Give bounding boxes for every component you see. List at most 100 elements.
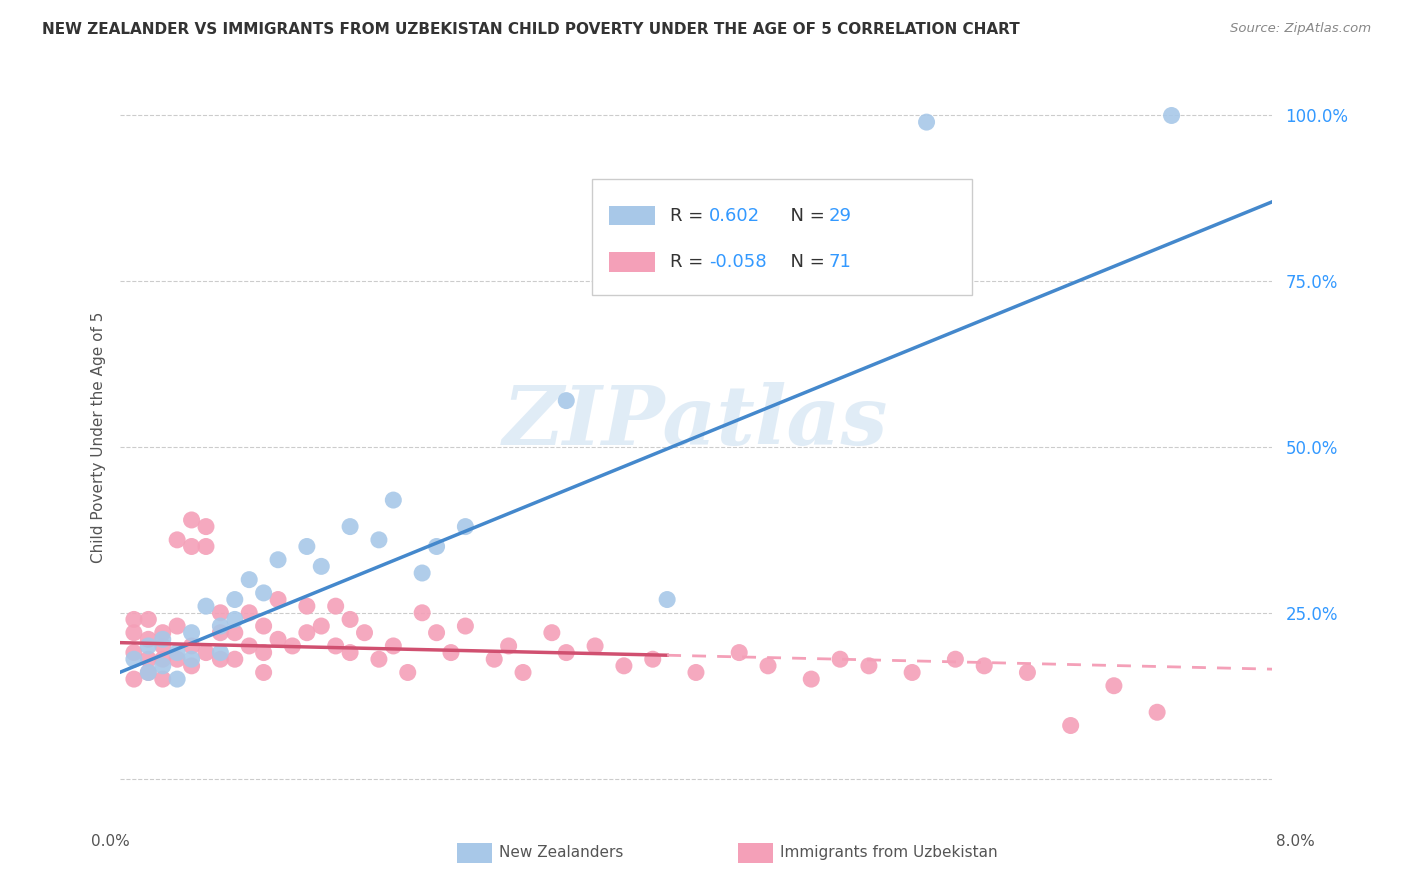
Point bbox=[484, 652, 506, 666]
Point bbox=[253, 586, 276, 600]
Point bbox=[540, 625, 562, 640]
Point bbox=[138, 639, 160, 653]
Point bbox=[194, 599, 218, 614]
Point bbox=[180, 513, 202, 527]
Point bbox=[138, 665, 160, 680]
Point bbox=[325, 639, 347, 653]
Point bbox=[224, 592, 246, 607]
Point bbox=[1146, 705, 1168, 719]
Text: N =: N = bbox=[779, 207, 831, 225]
Point bbox=[122, 625, 145, 640]
Point bbox=[858, 658, 880, 673]
Text: 0.0%: 0.0% bbox=[91, 834, 131, 849]
Text: NEW ZEALANDER VS IMMIGRANTS FROM UZBEKISTAN CHILD POVERTY UNDER THE AGE OF 5 COR: NEW ZEALANDER VS IMMIGRANTS FROM UZBEKIS… bbox=[42, 22, 1019, 37]
Point bbox=[152, 672, 174, 686]
Point bbox=[122, 672, 145, 686]
Point bbox=[138, 652, 160, 666]
Point bbox=[756, 658, 779, 673]
Point bbox=[152, 632, 174, 647]
Point bbox=[295, 540, 318, 554]
Text: Immigrants from Uzbekistan: Immigrants from Uzbekistan bbox=[780, 846, 998, 860]
Point bbox=[224, 612, 246, 626]
Text: 8.0%: 8.0% bbox=[1275, 834, 1315, 849]
Point bbox=[583, 639, 606, 653]
Point bbox=[411, 606, 433, 620]
Y-axis label: Child Poverty Under the Age of 5: Child Poverty Under the Age of 5 bbox=[90, 311, 105, 563]
Point bbox=[655, 592, 678, 607]
Point bbox=[209, 652, 232, 666]
Point bbox=[238, 639, 260, 653]
Point bbox=[309, 559, 333, 574]
Text: R =: R = bbox=[669, 253, 709, 271]
Point bbox=[830, 652, 852, 666]
Point bbox=[1102, 679, 1125, 693]
Point bbox=[267, 632, 290, 647]
Point bbox=[440, 646, 463, 660]
FancyBboxPatch shape bbox=[592, 178, 972, 294]
Point bbox=[166, 652, 188, 666]
Point bbox=[122, 612, 145, 626]
Point bbox=[180, 658, 202, 673]
Point bbox=[382, 493, 405, 508]
Point bbox=[224, 625, 246, 640]
Point bbox=[281, 639, 304, 653]
Point bbox=[152, 639, 174, 653]
Point bbox=[152, 625, 174, 640]
Point bbox=[425, 625, 447, 640]
Point bbox=[945, 652, 967, 666]
Text: New Zealanders: New Zealanders bbox=[499, 846, 623, 860]
Point bbox=[194, 519, 218, 533]
Point bbox=[339, 519, 361, 533]
Text: 29: 29 bbox=[828, 207, 852, 225]
Point bbox=[209, 606, 232, 620]
Point bbox=[1017, 665, 1039, 680]
Point bbox=[641, 652, 664, 666]
Point bbox=[685, 665, 707, 680]
Point bbox=[901, 665, 924, 680]
Point bbox=[339, 612, 361, 626]
Point bbox=[425, 540, 447, 554]
FancyBboxPatch shape bbox=[609, 252, 655, 272]
Point bbox=[224, 652, 246, 666]
Point bbox=[166, 646, 188, 660]
Point bbox=[166, 533, 188, 547]
Point bbox=[295, 625, 318, 640]
Point bbox=[309, 619, 333, 633]
Text: 0.602: 0.602 bbox=[709, 207, 761, 225]
Point bbox=[555, 393, 578, 408]
Point bbox=[512, 665, 534, 680]
Text: R =: R = bbox=[669, 207, 709, 225]
FancyBboxPatch shape bbox=[738, 843, 773, 863]
Point bbox=[973, 658, 995, 673]
Point bbox=[454, 619, 477, 633]
Text: N =: N = bbox=[779, 253, 831, 271]
Point bbox=[209, 646, 232, 660]
Point bbox=[122, 652, 145, 666]
Point bbox=[166, 619, 188, 633]
Point bbox=[267, 592, 290, 607]
Point bbox=[138, 632, 160, 647]
Point bbox=[152, 658, 174, 673]
Point bbox=[122, 646, 145, 660]
Point bbox=[1160, 108, 1182, 122]
Point bbox=[368, 533, 391, 547]
FancyBboxPatch shape bbox=[457, 843, 492, 863]
Point bbox=[138, 612, 160, 626]
Point bbox=[555, 646, 578, 660]
Text: 71: 71 bbox=[828, 253, 851, 271]
Point bbox=[138, 665, 160, 680]
Point bbox=[353, 625, 375, 640]
Point bbox=[253, 619, 276, 633]
Point bbox=[728, 646, 751, 660]
Point bbox=[253, 646, 276, 660]
Point bbox=[209, 625, 232, 640]
Point bbox=[498, 639, 520, 653]
Point bbox=[368, 652, 391, 666]
Point bbox=[194, 540, 218, 554]
Point bbox=[454, 519, 477, 533]
Point bbox=[152, 652, 174, 666]
Text: Source: ZipAtlas.com: Source: ZipAtlas.com bbox=[1230, 22, 1371, 36]
Point bbox=[267, 553, 290, 567]
Point bbox=[253, 665, 276, 680]
FancyBboxPatch shape bbox=[609, 206, 655, 226]
